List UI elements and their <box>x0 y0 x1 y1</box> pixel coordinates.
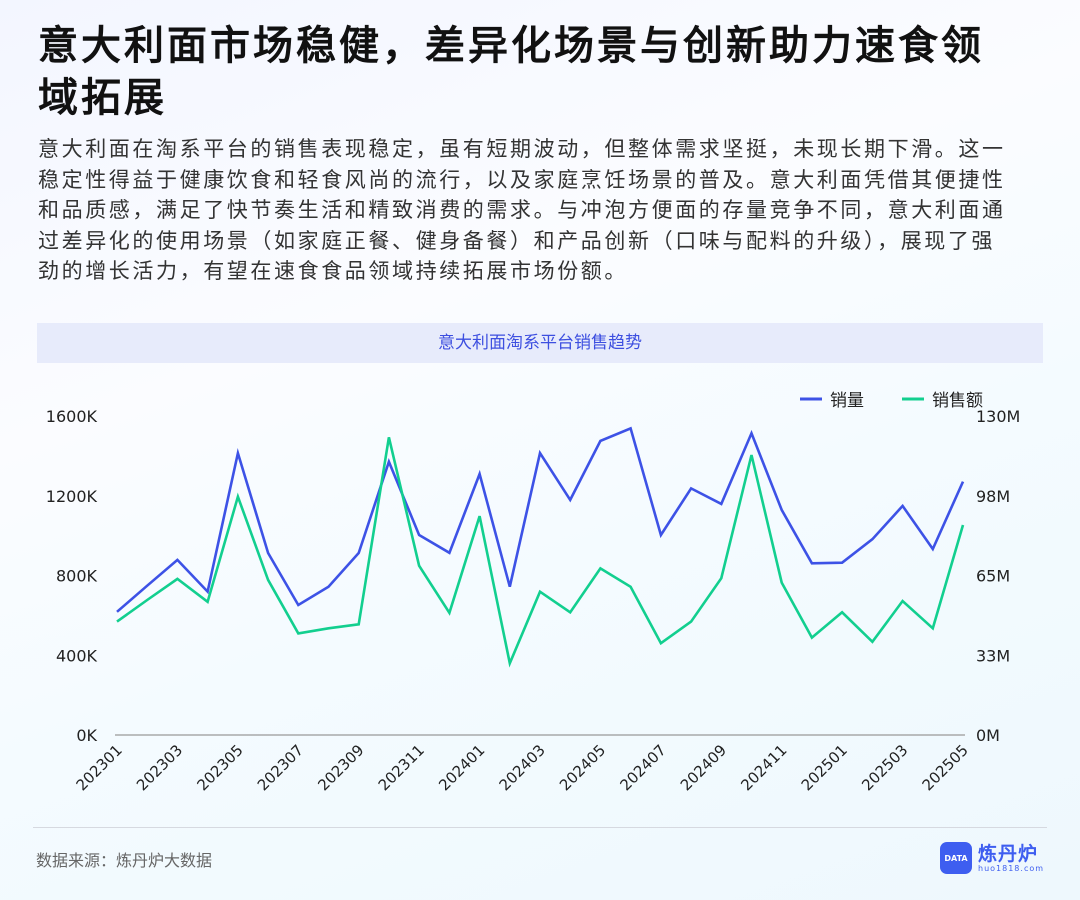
y-left-tick-label: 1200K <box>46 487 98 506</box>
y-right-tick-label: 65M <box>976 567 1010 586</box>
y-right-tick-label: 130M <box>976 407 1020 426</box>
brand-logo: DATA 炼丹炉 huo1818.com <box>940 842 1044 874</box>
y-right-tick-label: 33M <box>976 646 1010 665</box>
x-tick-label: 202307 <box>254 741 307 794</box>
page-title: 意大利面市场稳健，差异化场景与创新助力速食领 域拓展 <box>38 20 1048 124</box>
x-tick-label: 202505 <box>919 741 972 794</box>
footer-divider <box>33 827 1047 828</box>
summary-paragraph: 意大利面在淘系平台的销售表现稳定，虽有短期波动，但整体需求坚挺，未现长期下滑。这… <box>38 134 1048 287</box>
logo-name: 炼丹炉 <box>978 842 1039 865</box>
y-left-tick-label: 1600K <box>46 407 98 426</box>
x-tick-label: 202301 <box>73 741 126 794</box>
chart-title: 意大利面淘系平台销售趋势 <box>37 323 1043 363</box>
x-tick-label: 202303 <box>133 741 186 794</box>
x-tick-label: 202405 <box>556 741 609 794</box>
x-tick-label: 202311 <box>375 741 428 794</box>
y-left-tick-label: 0K <box>76 726 97 745</box>
paragraph-line: 意大利面在淘系平台的销售表现稳定，虽有短期波动，但整体需求坚挺，未现长期下滑。这… <box>38 137 1006 161</box>
paragraph-line: 劲的增长活力，有望在速食食品领域持续拓展市场份额。 <box>38 259 628 283</box>
series-line-1 <box>116 426 965 613</box>
x-tick-label: 202403 <box>496 741 549 794</box>
y-right-tick-label: 98M <box>976 487 1010 506</box>
y-left-tick-label: 400K <box>56 646 98 665</box>
x-tick-label: 202503 <box>858 741 911 794</box>
x-tick-label: 202501 <box>798 741 851 794</box>
x-tick-label: 202309 <box>314 741 367 794</box>
paragraph-line: 稳定性得益于健康饮食和轻食风尚的流行，以及家庭烹饪场景的普及。意大利面凭借其便捷… <box>38 167 1006 192</box>
title-line: 意大利面市场稳健，差异化场景与创新助力速食领 <box>38 23 984 69</box>
x-tick-label: 202407 <box>616 741 669 794</box>
y-left-tick-label: 800K <box>56 567 98 586</box>
paragraph-line: 和品质感，满足了快节奏生活和精致消费的需求。与冲泡方便面的存量竞争不同，意大利面… <box>38 198 1006 222</box>
x-tick-label: 202411 <box>737 741 790 794</box>
y-right-tick-label: 0M <box>976 726 1000 745</box>
logo-url: huo1818.com <box>978 863 1045 873</box>
logo-badge-icon: DATA <box>940 842 972 874</box>
paragraph-line: 过差异化的使用场景（如家庭正餐、健身备餐）和产品创新（口味与配料的升级），展现了… <box>38 228 996 253</box>
data-source: 数据来源：炼丹炉大数据 <box>36 851 213 870</box>
x-tick-label: 202401 <box>435 741 488 794</box>
x-tick-label: 202305 <box>193 741 246 794</box>
legend-label: 销售额 <box>932 391 983 411</box>
title-line: 域拓展 <box>38 75 167 121</box>
x-tick-label: 202409 <box>677 741 730 794</box>
legend-label: 销量 <box>830 391 864 411</box>
